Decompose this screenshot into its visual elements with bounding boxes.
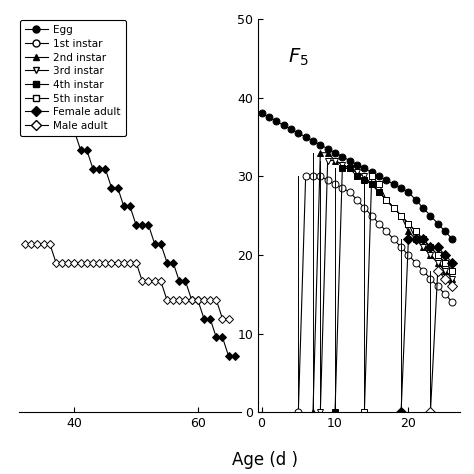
Text: $F_5$: $F_5$ [288,46,309,68]
Text: Age (d ): Age (d ) [232,450,299,468]
Legend: Egg, 1st instar, 2nd instar, 3rd instar, 4th instar, 5th instar, Female adult, M: Egg, 1st instar, 2nd instar, 3rd instar,… [20,20,126,136]
